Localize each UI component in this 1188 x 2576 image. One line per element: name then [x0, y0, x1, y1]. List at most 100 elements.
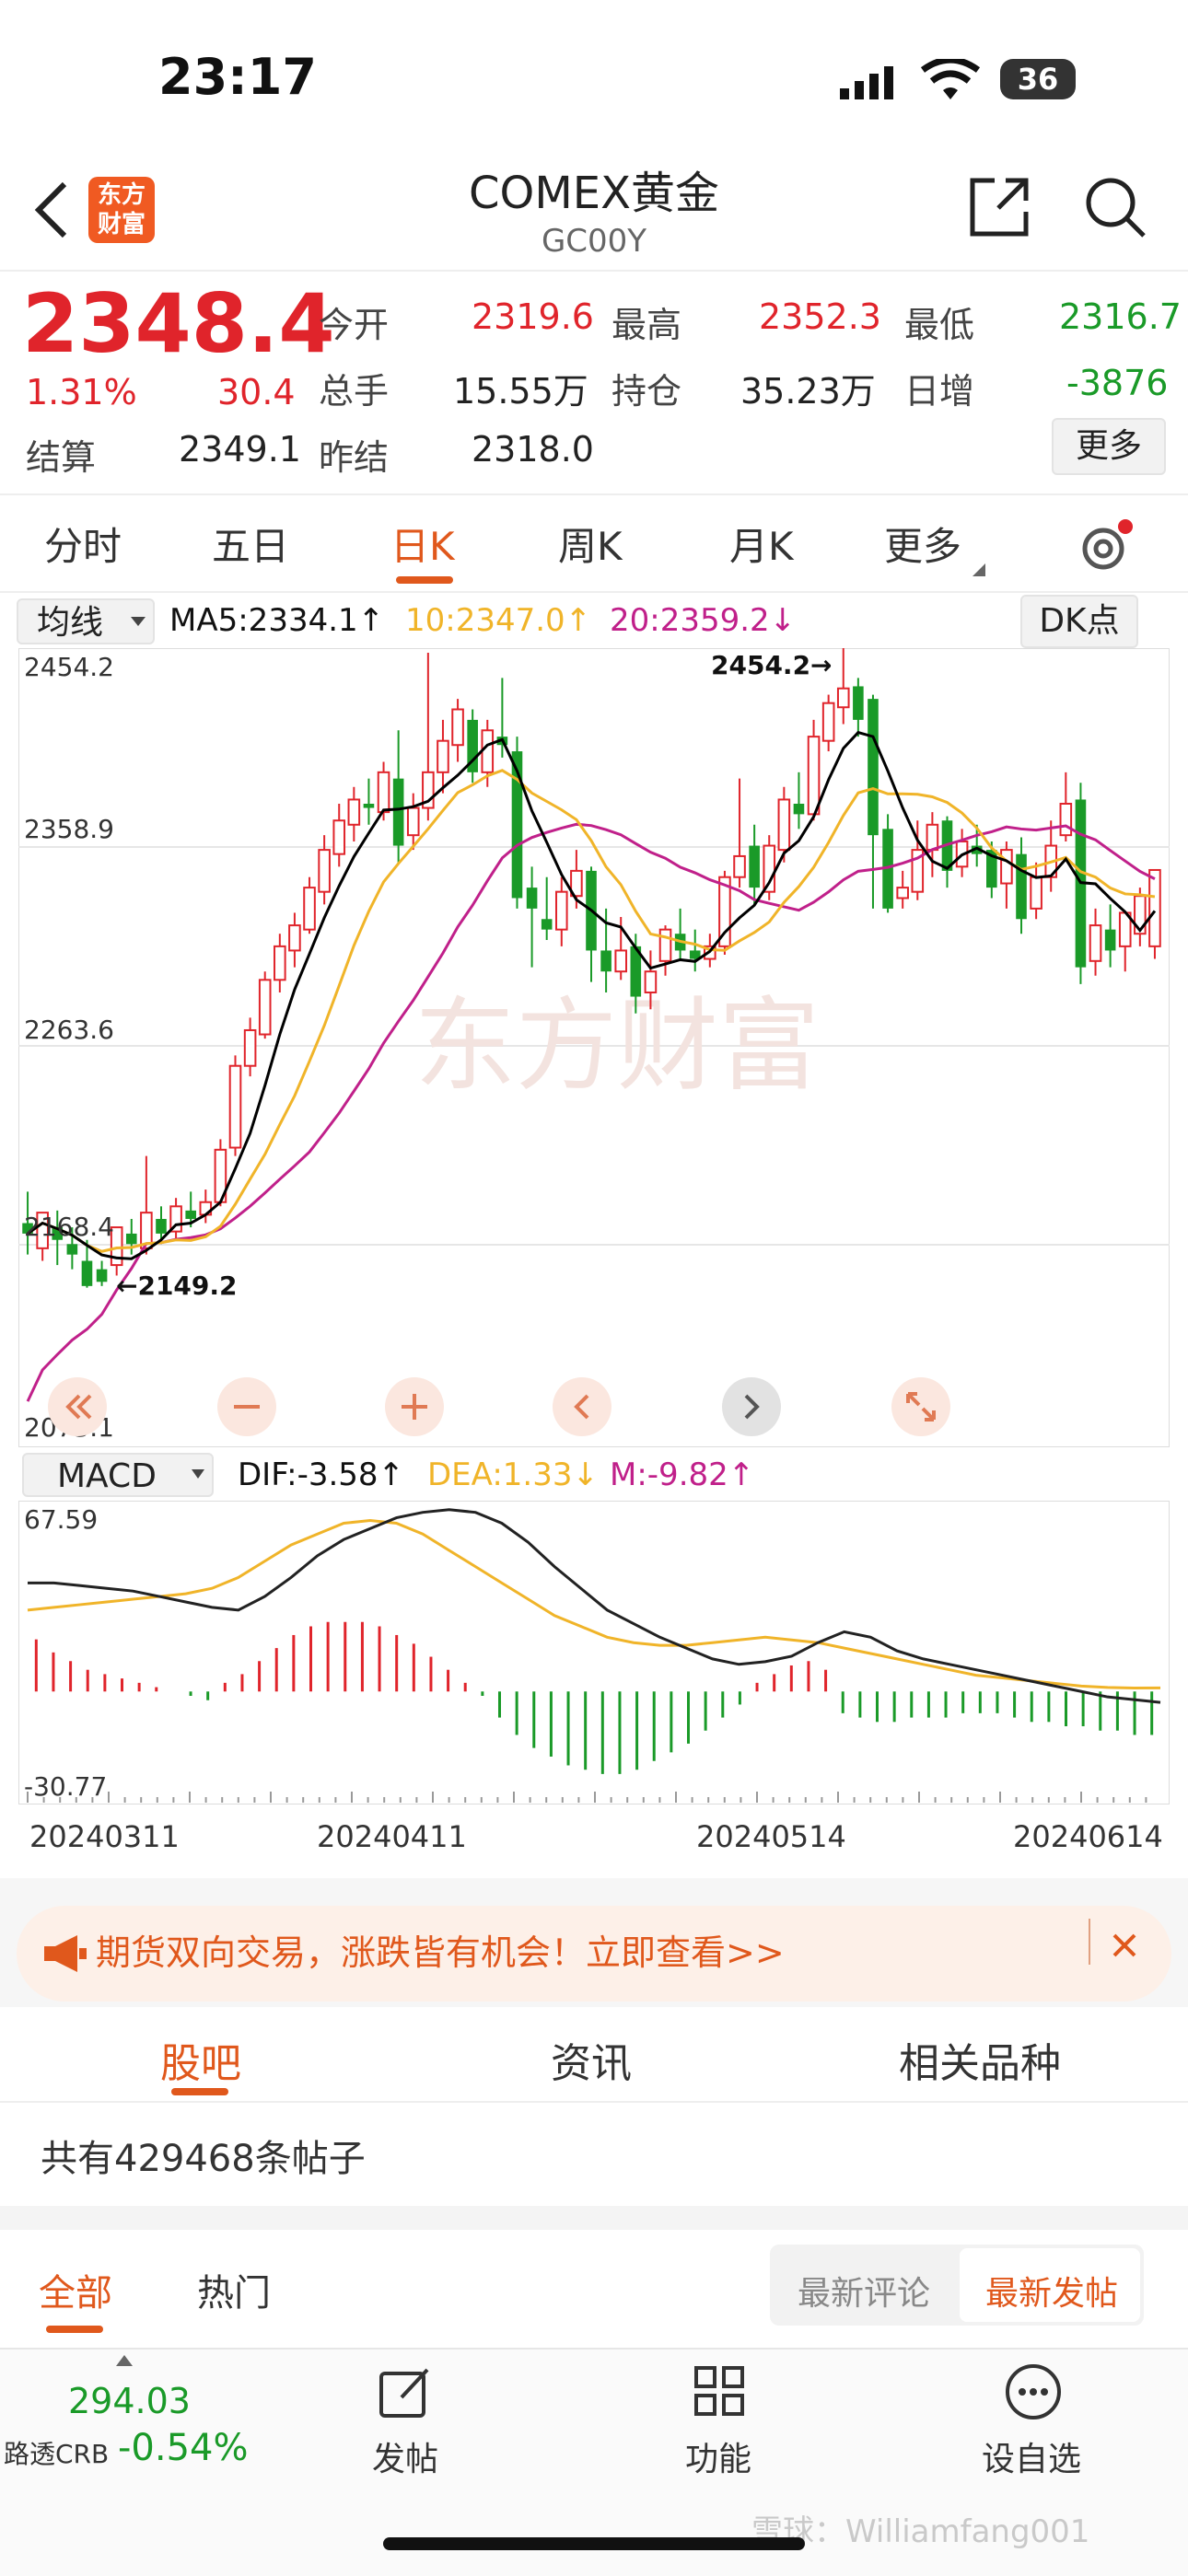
tab-related[interactable]: 相关品种: [899, 2040, 1061, 2087]
minus-icon: [234, 1405, 260, 1409]
watermark-text: 东方财富: [414, 987, 820, 1105]
back-icon[interactable]: [33, 180, 70, 239]
triangle-up-icon: [116, 2355, 133, 2366]
low-label: 最低: [904, 305, 975, 345]
promo-text[interactable]: 期货双向交易，涨跌皆有机会！立即查看>>: [96, 1932, 785, 1973]
candle: [185, 1210, 196, 1219]
prev-settle-label: 昨结: [319, 437, 390, 478]
divider: [0, 591, 1188, 593]
tab-weekly-k[interactable]: 周K: [558, 524, 623, 569]
ma-select[interactable]: 均线: [17, 598, 155, 644]
footer-watermark: 雪球：Williamfang001: [751, 2513, 1090, 2550]
candle: [303, 887, 316, 931]
home-indicator[interactable]: [383, 2537, 805, 2550]
last-price: 2348.4: [22, 276, 335, 371]
compose-icon[interactable]: [378, 2364, 433, 2419]
high-value: 2352.3: [759, 296, 881, 337]
candle: [807, 736, 821, 816]
add-watchlist-button[interactable]: 设自选: [981, 2441, 1081, 2478]
candle: [1016, 853, 1027, 920]
signal-icon: [840, 66, 893, 99]
more-button[interactable]: 更多: [1052, 418, 1166, 475]
chevron-down-icon: [192, 1469, 204, 1479]
dropdown-triangle-icon: [973, 563, 985, 576]
y-axis-label: 2358.9: [24, 814, 114, 844]
ma-select-label: 均线: [37, 604, 104, 642]
close-icon[interactable]: [1111, 1932, 1138, 1959]
megaphone-icon: [44, 1935, 87, 1972]
ma20-value: 20:2359.2↓: [610, 602, 797, 639]
tab-forum[interactable]: 股吧: [160, 2040, 241, 2087]
kline-chart[interactable]: 东方财富: [18, 648, 1170, 1447]
candle: [96, 1269, 108, 1282]
index-name[interactable]: 路透CRB: [4, 2439, 110, 2469]
share-icon[interactable]: [967, 175, 1031, 239]
candle: [853, 686, 864, 720]
tab-intraday[interactable]: 分时: [44, 524, 122, 569]
zoom-in-button[interactable]: [385, 1377, 444, 1436]
tab-monthly-k[interactable]: 月K: [729, 524, 794, 569]
candle: [926, 823, 939, 852]
candle: [243, 1028, 257, 1067]
settle-value: 2349.1: [179, 429, 301, 470]
index-value[interactable]: 294.03: [68, 2381, 191, 2421]
open-value: 2319.6: [472, 296, 594, 337]
macd-y-bottom: -30.77: [24, 1771, 108, 1802]
zoom-out-button[interactable]: [217, 1377, 276, 1436]
post-button[interactable]: 发帖: [371, 2441, 438, 2478]
candle: [749, 845, 760, 888]
filter-hot[interactable]: 热门: [197, 2272, 271, 2315]
candle: [644, 970, 658, 993]
candle: [1148, 868, 1161, 947]
m-value: M:-9.82↑: [610, 1456, 755, 1493]
tab-news[interactable]: 资讯: [551, 2040, 632, 2087]
low-value: 2316.7: [1059, 296, 1182, 337]
tab-more[interactable]: 更多: [884, 524, 962, 569]
chevron-right-icon: [744, 1394, 760, 1420]
dif-value: DIF:-3.58↑: [238, 1456, 405, 1493]
candle: [140, 1212, 153, 1249]
search-icon[interactable]: [1083, 175, 1147, 239]
candle: [971, 845, 983, 854]
index-change[interactable]: -0.54%: [118, 2427, 249, 2469]
macd-select[interactable]: MACD: [22, 1453, 214, 1497]
candle: [110, 1226, 123, 1267]
open-interest-label: 持仓: [611, 371, 682, 412]
dea-value: DEA:1.33↓: [427, 1456, 599, 1493]
function-button[interactable]: 功能: [684, 2441, 751, 2478]
grid-apps-icon[interactable]: [693, 2364, 748, 2419]
candle: [288, 924, 301, 952]
more-dots-icon[interactable]: [1004, 2362, 1063, 2421]
sort-latest-comment[interactable]: 最新评论: [798, 2275, 931, 2313]
candle: [554, 890, 568, 931]
daily-increase-label: 日增: [904, 371, 975, 412]
contract-code: GC00Y: [541, 223, 647, 260]
tab-daily-k[interactable]: 日K: [390, 524, 455, 569]
wifi-icon: [921, 59, 980, 99]
filter-all[interactable]: 全部: [39, 2272, 112, 2315]
candle: [1134, 895, 1147, 935]
y-axis-label: 2454.2: [24, 652, 114, 682]
y-axis-label: 2168.4: [24, 1212, 114, 1242]
candle: [600, 950, 611, 972]
chevron-left-icon: [574, 1394, 589, 1420]
scroll-left-button[interactable]: [553, 1377, 611, 1436]
tab-five-day[interactable]: 五日: [212, 524, 290, 569]
candle: [52, 1227, 64, 1240]
max-annotation: 2454.2→: [711, 650, 833, 680]
macd-chart[interactable]: [18, 1501, 1170, 1804]
candle: [658, 928, 672, 962]
candle: [363, 803, 375, 808]
section-gap: [0, 2206, 1188, 2230]
sort-latest-post[interactable]: 最新发帖: [985, 2275, 1119, 2313]
candle: [836, 687, 850, 709]
scroll-right-button[interactable]: [722, 1377, 781, 1436]
zoom-out-far-button[interactable]: [48, 1377, 107, 1436]
dk-point-button[interactable]: DK点: [1020, 595, 1138, 648]
open-interest-value: 35.23万: [740, 371, 876, 412]
dea-line: [27, 1519, 1161, 1689]
fullscreen-button[interactable]: [891, 1377, 950, 1436]
promo-banner[interactable]: [17, 1906, 1171, 2002]
settings-icon[interactable]: [1077, 517, 1136, 576]
candle: [81, 1260, 93, 1286]
